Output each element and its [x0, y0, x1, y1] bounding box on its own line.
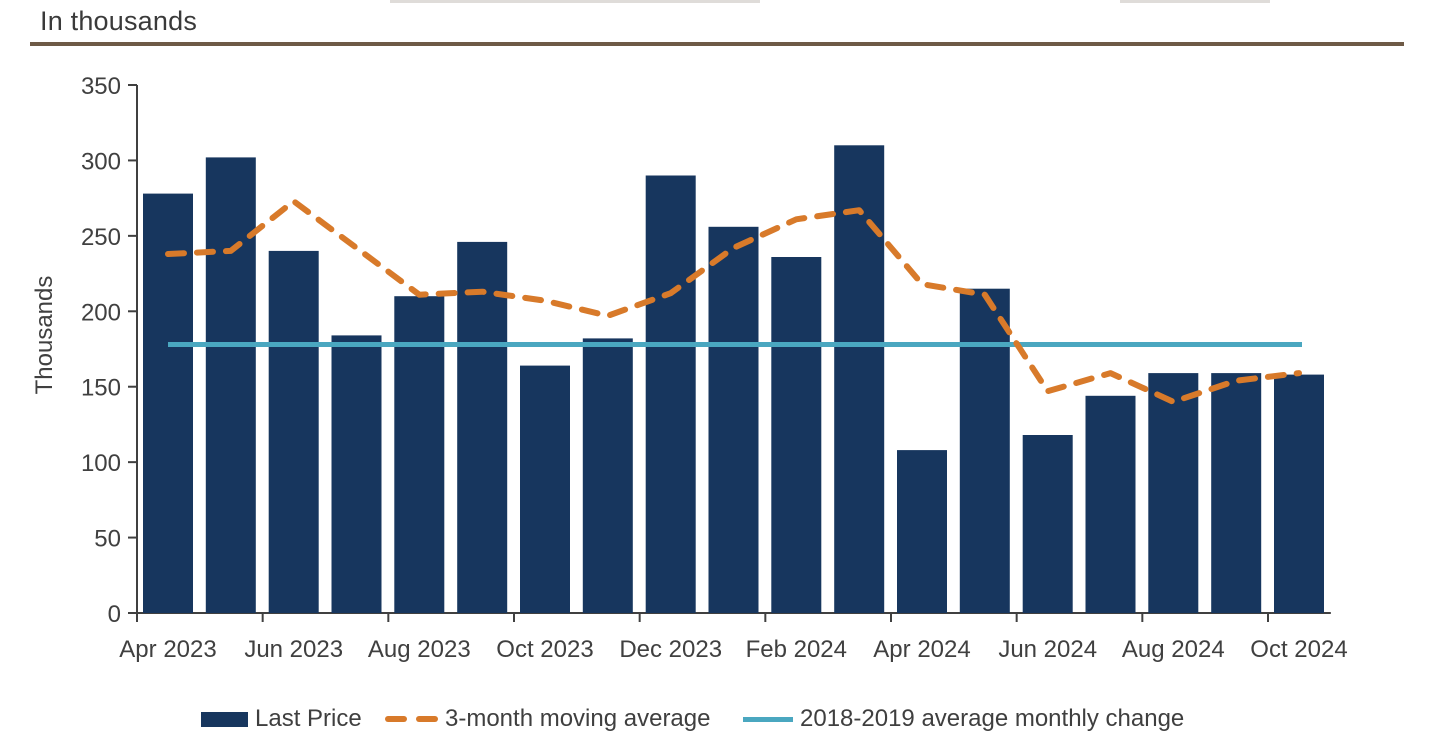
bar-oct-2024 [1274, 374, 1324, 613]
bar-jan-2024 [708, 226, 759, 614]
y-tick-label: 0 [108, 601, 121, 628]
title-divider-line [30, 42, 1404, 46]
bar-nov-2023 [582, 338, 633, 613]
y-tick-label: 150 [81, 375, 121, 402]
x-tick-label: Aug 2024 [1122, 636, 1225, 663]
bar-dec-2023 [645, 175, 696, 613]
bar-jun-2024 [1022, 435, 1073, 613]
y-axis-title: Thousands [31, 276, 58, 395]
bar-feb-2024 [771, 257, 822, 613]
chart-canvas: 0 50 100 150 200 250 300 350 Apr 2023 Jun 2023 Aug… [31, 73, 1348, 663]
x-tick-label: Jun 2024 [998, 636, 1097, 663]
bar-aug-2024 [1148, 373, 1199, 613]
x-tick-label: Oct 2024 [1250, 636, 1347, 663]
legend-item-avg-monthly-change: 2018-2019 average monthly change [743, 705, 1184, 733]
legend-label-avg-monthly-change: 2018-2019 average monthly change [800, 705, 1185, 732]
x-tick-label: Jun 2023 [244, 636, 343, 663]
bar-may-2023 [205, 157, 256, 613]
moving-average-line [165, 198, 1302, 405]
last-price-swatch [201, 711, 248, 727]
x-tick-label: Apr 2023 [119, 636, 216, 663]
y-tick-label: 250 [81, 224, 121, 251]
legend-item-last-price: Last Price [201, 705, 362, 733]
bar-mar-2024 [834, 145, 885, 614]
moving-average-swatch [385, 716, 438, 722]
x-tick-label: Apr 2024 [873, 636, 970, 663]
bar-jun-2023 [268, 250, 319, 613]
bar-sep-2024 [1211, 373, 1262, 613]
bar-aug-2023 [394, 296, 445, 613]
bar-jul-2023 [331, 335, 382, 613]
x-tick-label: Aug 2023 [368, 636, 471, 663]
legend-label-moving-average: 3-month moving average [445, 705, 711, 732]
x-tick-label: Oct 2023 [496, 636, 593, 663]
y-tick-label: 50 [94, 526, 121, 553]
cropped-title-remnant [1120, 0, 1270, 3]
bar-may-2024 [959, 288, 1010, 613]
bar-apr-2024 [897, 450, 947, 613]
y-tick-label: 100 [81, 450, 121, 477]
bar-apr-2023 [143, 193, 193, 613]
bar-jul-2024 [1085, 395, 1136, 613]
x-tick-label: Feb 2024 [746, 636, 847, 663]
avg-monthly-change-swatch [743, 716, 793, 722]
y-tick-label: 300 [81, 148, 121, 175]
page-title: In thousands [40, 6, 198, 36]
cropped-title-remnant [390, 0, 760, 3]
bar-oct-2023 [520, 365, 570, 613]
legend-label-last-price: Last Price [255, 705, 362, 732]
legend-item-moving-average: 3-month moving average [385, 705, 710, 733]
x-tick-label: Dec 2023 [619, 636, 722, 663]
y-tick-label: 350 [81, 73, 121, 100]
y-tick-label: 200 [81, 299, 121, 326]
bar-sep-2023 [457, 241, 508, 613]
